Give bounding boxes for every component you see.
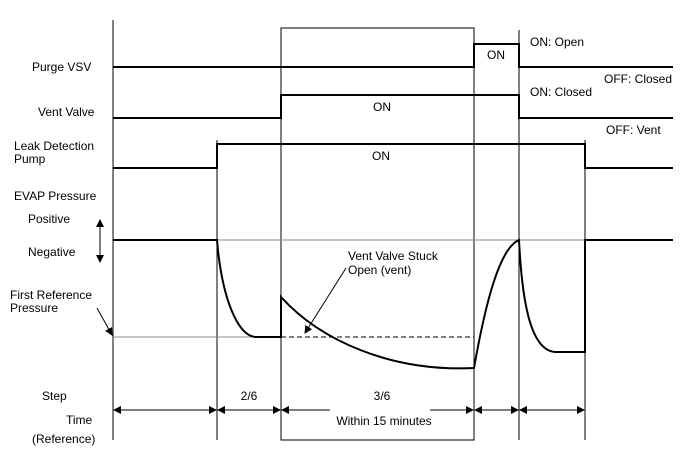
state: OFF: Closed (604, 72, 672, 86)
annotation: Open (vent) (348, 263, 411, 277)
arrows (96, 219, 585, 414)
label: Negative (28, 245, 76, 259)
label: Step (42, 389, 67, 403)
label: Vent Valve (38, 105, 95, 119)
label: Positive (28, 212, 70, 226)
state: OFF: Vent (606, 123, 661, 137)
state: ON (372, 149, 390, 163)
step: 2/6 (241, 389, 258, 403)
state: ON (487, 48, 505, 62)
label: (Reference) (32, 432, 95, 446)
state: ON (373, 100, 391, 114)
label: Pump (14, 152, 46, 166)
label: Time (66, 413, 93, 427)
label: Pressure (10, 301, 58, 315)
state: ON: Closed (530, 85, 592, 99)
label: First Reference (10, 288, 92, 302)
label: Leak Detection (14, 139, 94, 153)
label: Purge VSV (32, 60, 91, 74)
signals (113, 43, 673, 370)
time: Within 15 minutes (336, 414, 431, 428)
frame (112, 20, 673, 441)
labels: Purge VSV Vent Valve Leak Detection Pump… (10, 35, 672, 446)
label: EVAP Pressure (14, 189, 97, 203)
step: 3/6 (374, 389, 391, 403)
annotation: Vent Valve Stuck (348, 249, 439, 263)
state: ON: Open (530, 35, 584, 49)
